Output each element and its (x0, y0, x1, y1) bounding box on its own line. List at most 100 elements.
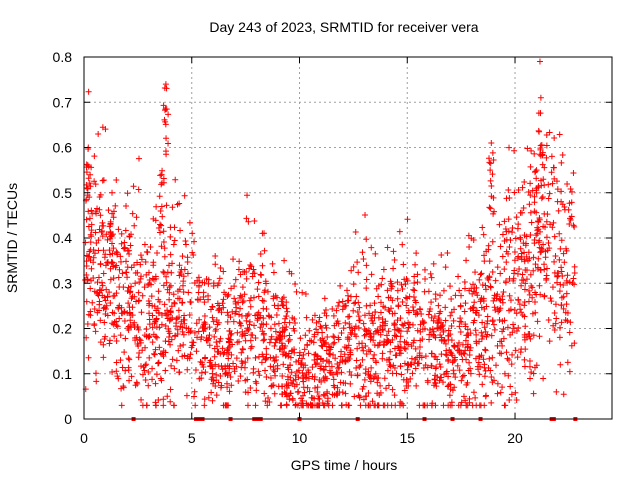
data-point (457, 402, 464, 409)
data-point (312, 384, 319, 391)
data-point (490, 157, 497, 164)
data-point (89, 210, 96, 217)
data-point (313, 326, 320, 333)
data-point (327, 351, 334, 358)
data-point (419, 318, 426, 325)
data-point (88, 227, 95, 234)
data-point (440, 379, 447, 386)
data-point (492, 277, 499, 284)
data-point (162, 81, 169, 88)
data-point (483, 303, 490, 310)
data-point (281, 333, 288, 340)
data-point (109, 368, 116, 375)
data-point (388, 285, 395, 292)
data-point (302, 332, 309, 339)
data-point (478, 270, 485, 277)
axis-ticks (83, 56, 612, 420)
data-point (155, 288, 162, 295)
data-point (115, 226, 122, 233)
data-point (167, 308, 174, 315)
data-point (267, 325, 274, 332)
data-point (445, 373, 452, 380)
data-point (106, 247, 113, 254)
data-point (99, 124, 106, 131)
data-point (543, 218, 550, 225)
data-point (235, 266, 242, 273)
data-point (489, 317, 496, 324)
data-point (412, 356, 419, 363)
data-point (399, 321, 406, 328)
data-point (289, 314, 296, 321)
data-point (212, 327, 219, 334)
data-point (501, 218, 508, 225)
data-point (121, 349, 128, 356)
data-point (472, 269, 479, 276)
data-point (146, 300, 153, 307)
data-point (263, 321, 270, 328)
data-point (481, 373, 488, 380)
data-point (404, 366, 411, 373)
data-point (487, 205, 494, 212)
data-point (262, 367, 269, 374)
data-point (560, 391, 567, 398)
data-point (564, 359, 571, 366)
data-point (125, 284, 132, 291)
data-point (374, 375, 381, 382)
data-point (163, 202, 170, 209)
data-point (551, 310, 558, 317)
data-point (523, 233, 530, 240)
data-point (334, 361, 341, 368)
data-point (154, 360, 161, 367)
data-point (535, 184, 542, 191)
data-point (567, 319, 574, 326)
data-point (111, 310, 118, 317)
data-point (466, 359, 473, 366)
data-point (148, 293, 155, 300)
data-point (541, 210, 548, 217)
data-point (556, 288, 563, 295)
data-point (205, 394, 212, 401)
data-point (246, 318, 253, 325)
data-point (327, 346, 334, 353)
data-point (299, 369, 306, 376)
data-point (122, 227, 129, 234)
data-point (183, 241, 190, 248)
data-point (492, 307, 499, 314)
data-point (141, 284, 148, 291)
data-point (300, 364, 307, 371)
data-point (551, 134, 558, 141)
data-point (160, 238, 167, 245)
data-point (88, 233, 95, 240)
data-point (99, 222, 106, 229)
data-point (309, 394, 316, 401)
data-point (417, 343, 424, 350)
data-point (360, 396, 367, 403)
data-point (534, 227, 541, 234)
data-point (422, 353, 429, 360)
data-point (263, 354, 270, 361)
data-point (115, 274, 122, 281)
data-point (152, 380, 159, 387)
data-point (473, 331, 480, 338)
data-point (99, 177, 106, 184)
data-point (535, 219, 542, 226)
data-point (530, 370, 537, 377)
data-point (394, 279, 401, 286)
data-point (246, 297, 253, 304)
data-point (184, 270, 191, 277)
data-point (400, 322, 407, 329)
data-point (451, 342, 458, 349)
data-point (487, 160, 494, 167)
data-point (334, 384, 341, 391)
data-point (437, 292, 444, 299)
data-point (571, 340, 578, 347)
data-point (169, 356, 176, 363)
data-point (138, 309, 145, 316)
data-point (360, 320, 367, 327)
data-point (103, 231, 110, 238)
data-point (304, 402, 311, 409)
data-point (246, 265, 253, 272)
data-point (520, 277, 527, 284)
data-point (206, 324, 213, 331)
data-point (518, 282, 525, 289)
